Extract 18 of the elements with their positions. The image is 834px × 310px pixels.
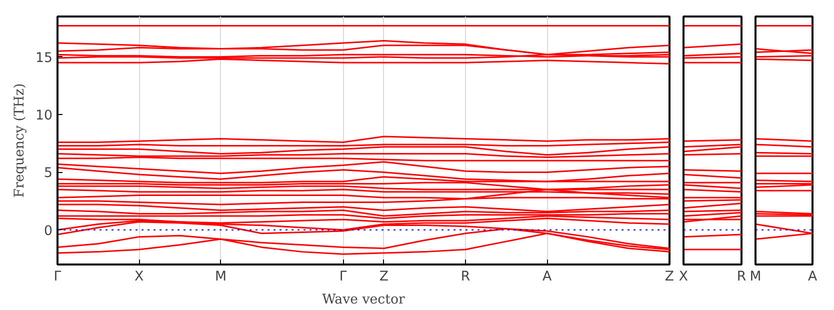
x-tick-label: R: [736, 270, 746, 284]
x-tick-label: M: [214, 270, 226, 284]
y-tick-label: 15: [36, 50, 53, 66]
x-tick-label: R: [460, 270, 470, 284]
x-tick-label: Γ: [54, 270, 62, 284]
x-tick-label: Z: [379, 270, 388, 284]
x-tick-label: A: [808, 270, 818, 284]
x-tick-label: X: [678, 270, 688, 284]
x-tick-label: X: [134, 270, 144, 284]
x-tick-label: M: [750, 270, 762, 284]
y-tick-label: 10: [36, 108, 53, 124]
x-tick-label: Γ: [339, 270, 348, 284]
x-tick-label: A: [542, 270, 552, 284]
y-axis-title: Frequency (THz): [12, 83, 28, 198]
y-tick-label: 0: [44, 224, 53, 239]
x-axis-title: Wave vector: [322, 292, 406, 308]
x-tick-label: Z: [664, 270, 674, 284]
y-tick-label: 5: [44, 166, 53, 182]
